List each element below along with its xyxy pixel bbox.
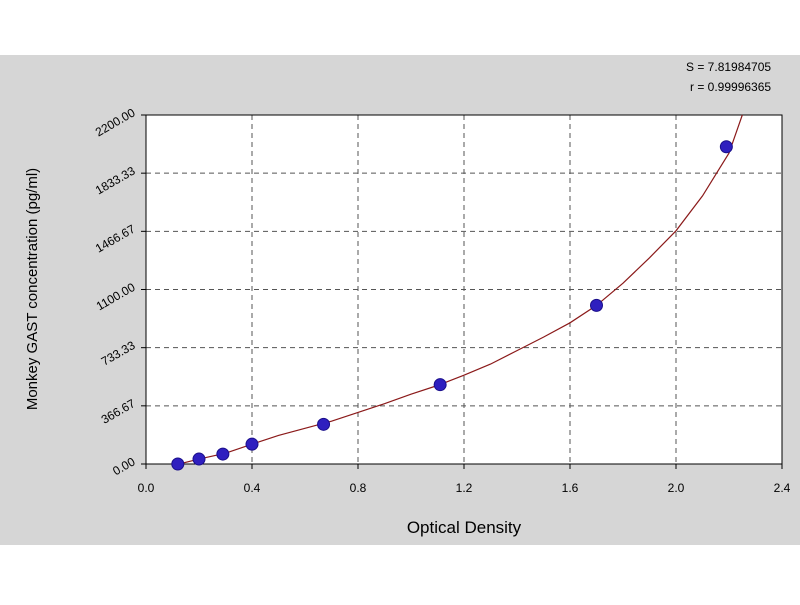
data-point — [317, 417, 331, 431]
x-tick-label: 0.0 — [138, 481, 155, 495]
x-tick-label: 1.2 — [456, 481, 473, 495]
stat-r-value: r = 0.99996365 — [690, 80, 771, 94]
data-point — [216, 447, 230, 461]
x-axis-label: Optical Density — [407, 518, 522, 537]
data-point — [590, 298, 603, 312]
grid-lines — [146, 115, 782, 464]
data-point — [171, 457, 185, 471]
data-point — [192, 452, 206, 466]
fit-curve-layer — [176, 114, 743, 464]
data-point — [433, 378, 447, 392]
axes — [141, 114, 783, 469]
data-points — [171, 140, 733, 471]
data-point — [719, 140, 733, 154]
x-tick-label: 1.6 — [562, 481, 579, 495]
plot-frame — [145, 114, 783, 465]
x-tick-label: 0.4 — [244, 481, 261, 495]
x-tick-label: 0.8 — [350, 481, 367, 495]
y-axis-label: Monkey GAST concentration (pg/ml) — [24, 168, 41, 410]
x-tick-label: 2.4 — [774, 481, 791, 495]
stat-s-value: S = 7.81984705 — [686, 60, 771, 74]
x-tick-label: 2.0 — [668, 481, 685, 495]
fit-curve — [176, 114, 743, 464]
data-point — [245, 437, 259, 451]
